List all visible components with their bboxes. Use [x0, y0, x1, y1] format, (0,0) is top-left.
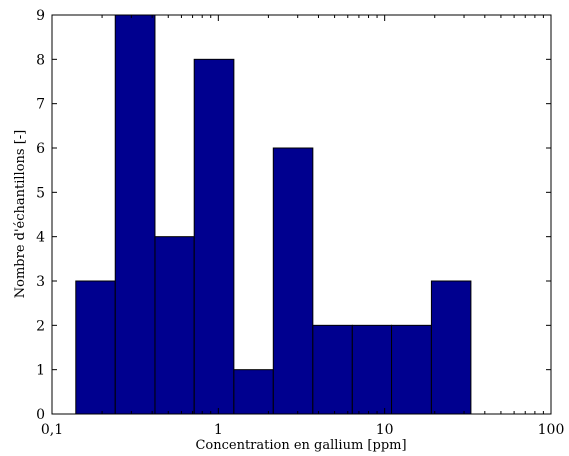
- x-tick-label: 10: [376, 422, 394, 438]
- y-tick-label: 3: [36, 274, 45, 290]
- y-axis-title: Nombre d'échantillons [-]: [13, 130, 28, 299]
- histogram-bar-7: [312, 324, 353, 415]
- bars-group: [75, 14, 472, 415]
- histogram-bar-1: [75, 280, 116, 415]
- y-tick-label: 0: [36, 407, 45, 423]
- histogram-bar-3: [154, 236, 195, 415]
- histogram-bar-5: [233, 369, 274, 415]
- x-tick-label: 0,1: [41, 422, 63, 438]
- y-tick-label: 8: [36, 52, 45, 68]
- histogram-bar-10: [430, 280, 472, 415]
- histogram-bar-9: [391, 324, 432, 415]
- histogram-bar-6: [272, 147, 314, 415]
- y-tick-label: 9: [36, 8, 45, 24]
- y-tick-label: 5: [36, 185, 45, 201]
- tick-labels-group: 0 1 2 3 4 5 6 7 8 9 0,1 1 10 100: [36, 8, 564, 438]
- x-tick-label: 100: [538, 422, 565, 438]
- plot-frame: [51, 14, 552, 415]
- y-tick-label: 4: [36, 230, 45, 246]
- y-tick-label: 1: [36, 363, 45, 379]
- x-axis-title: Concentration en gallium [ppm]: [195, 438, 406, 452]
- x-tick-label: 1: [214, 422, 223, 438]
- histogram-bar-2: [114, 14, 156, 415]
- y-tick-label: 2: [36, 318, 45, 334]
- y-tick-label: 6: [36, 141, 45, 157]
- histogram-bar-8: [351, 324, 393, 415]
- histogram-bar-4: [193, 58, 235, 415]
- ticks-group: [51, 14, 552, 415]
- y-tick-label: 7: [36, 97, 45, 113]
